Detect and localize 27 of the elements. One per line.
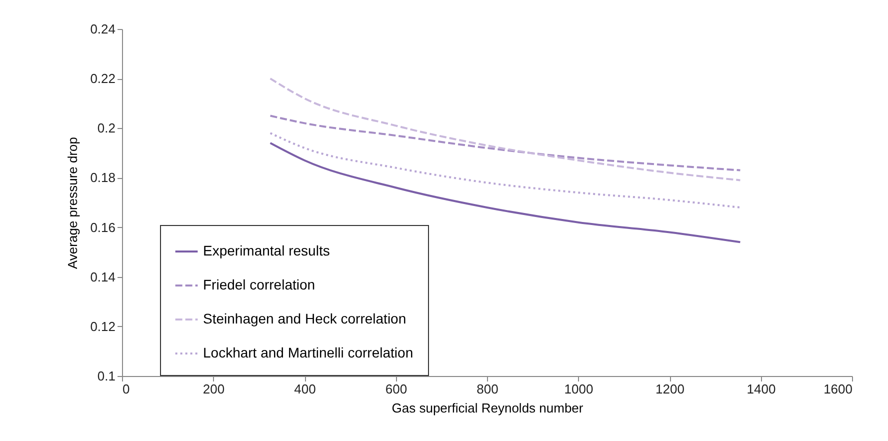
x-tick-label: 1400 <box>746 382 776 396</box>
x-tick-label: 1000 <box>564 382 594 396</box>
legend-label: Experimantal results <box>203 242 330 258</box>
y-tick-label: 0.12 <box>90 318 116 334</box>
x-tick-label: 800 <box>476 382 498 396</box>
x-axis-title: Gas superficial Reynolds number <box>392 400 584 416</box>
x-tick-label: 600 <box>385 382 408 396</box>
y-tick-label: 0.18 <box>90 170 116 186</box>
legend-label: Friedel correlation <box>203 276 316 292</box>
y-tick-label: 0.1 <box>97 368 116 384</box>
y-tick-label: 0.14 <box>90 269 116 284</box>
x-tick-label: 400 <box>294 382 316 396</box>
x-tick-label: 0 <box>122 382 130 396</box>
x-tick-label: 1200 <box>656 382 684 396</box>
line-series <box>269 78 742 182</box>
line-series <box>269 114 742 172</box>
x-tick-label: 1600 <box>824 382 852 396</box>
legend-label: Lockhart and Martinelli correlation <box>203 344 414 360</box>
line-series <box>269 142 742 244</box>
y-tick-label: 0.16 <box>90 220 116 235</box>
y-axis-title: Average pressure drop <box>65 136 80 270</box>
y-tick-label: 0.22 <box>90 71 116 86</box>
y-tick-label: 0.2 <box>97 120 116 136</box>
x-tick-label: 200 <box>202 382 225 396</box>
line-series <box>269 132 742 208</box>
legend-label: Steinhagen and Heck correlation <box>203 310 406 326</box>
y-tick-label: 0.24 <box>90 22 116 36</box>
